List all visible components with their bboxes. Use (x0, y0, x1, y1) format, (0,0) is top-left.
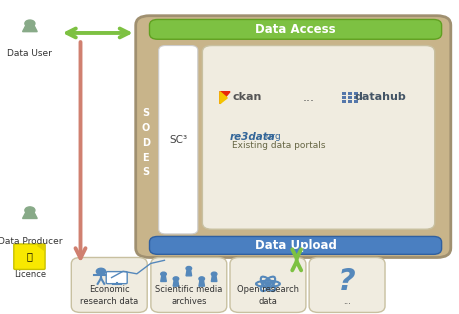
FancyBboxPatch shape (149, 236, 441, 254)
Text: Economic
research data: Economic research data (80, 285, 138, 306)
Polygon shape (22, 213, 37, 219)
Circle shape (271, 281, 274, 284)
Text: ...: ... (342, 296, 350, 306)
Polygon shape (219, 92, 230, 104)
Polygon shape (37, 245, 44, 250)
Text: ckan: ckan (232, 92, 261, 102)
Text: Scientific media
archives: Scientific media archives (155, 285, 222, 306)
Polygon shape (185, 270, 191, 276)
Circle shape (25, 207, 35, 214)
Circle shape (185, 267, 191, 270)
Text: .org: .org (263, 132, 280, 141)
FancyBboxPatch shape (149, 19, 441, 39)
FancyBboxPatch shape (14, 244, 45, 269)
Polygon shape (173, 281, 179, 286)
FancyBboxPatch shape (347, 92, 352, 95)
Polygon shape (160, 276, 166, 281)
Polygon shape (22, 26, 37, 32)
Circle shape (264, 282, 270, 286)
Polygon shape (198, 281, 204, 286)
Text: Open research
data: Open research data (236, 285, 298, 306)
FancyBboxPatch shape (353, 100, 358, 103)
FancyBboxPatch shape (347, 96, 352, 99)
Circle shape (198, 277, 204, 281)
FancyBboxPatch shape (347, 100, 352, 103)
Text: S
O
D
E
S: S O D E S (141, 108, 150, 177)
Circle shape (96, 268, 106, 274)
FancyBboxPatch shape (341, 96, 346, 99)
Text: datahub: datahub (353, 92, 405, 102)
FancyBboxPatch shape (353, 92, 358, 95)
FancyBboxPatch shape (158, 46, 197, 234)
Text: ...: ... (302, 91, 313, 104)
Circle shape (173, 277, 179, 281)
FancyBboxPatch shape (202, 46, 434, 229)
Polygon shape (219, 92, 227, 104)
Text: re3data: re3data (230, 132, 275, 142)
FancyBboxPatch shape (341, 92, 346, 95)
Circle shape (160, 272, 166, 276)
Text: SC³: SC³ (169, 135, 187, 145)
Text: Data Producer: Data Producer (0, 237, 62, 246)
FancyBboxPatch shape (230, 257, 305, 312)
Text: Data User: Data User (7, 49, 52, 58)
Circle shape (25, 20, 35, 27)
FancyBboxPatch shape (135, 16, 450, 257)
Text: ?: ? (337, 267, 355, 296)
FancyBboxPatch shape (308, 257, 384, 312)
Polygon shape (211, 276, 217, 281)
Circle shape (266, 286, 269, 288)
Text: Licence: Licence (14, 270, 46, 279)
FancyBboxPatch shape (151, 257, 226, 312)
Circle shape (260, 281, 264, 284)
Text: Data Access: Data Access (255, 23, 335, 36)
Text: Existing data portals: Existing data portals (232, 141, 325, 150)
FancyBboxPatch shape (71, 257, 147, 312)
Circle shape (211, 272, 217, 276)
FancyBboxPatch shape (353, 96, 358, 99)
Text: 🔑: 🔑 (27, 251, 33, 261)
Text: Data Upload: Data Upload (254, 239, 336, 252)
FancyBboxPatch shape (106, 272, 127, 284)
FancyBboxPatch shape (341, 100, 346, 103)
